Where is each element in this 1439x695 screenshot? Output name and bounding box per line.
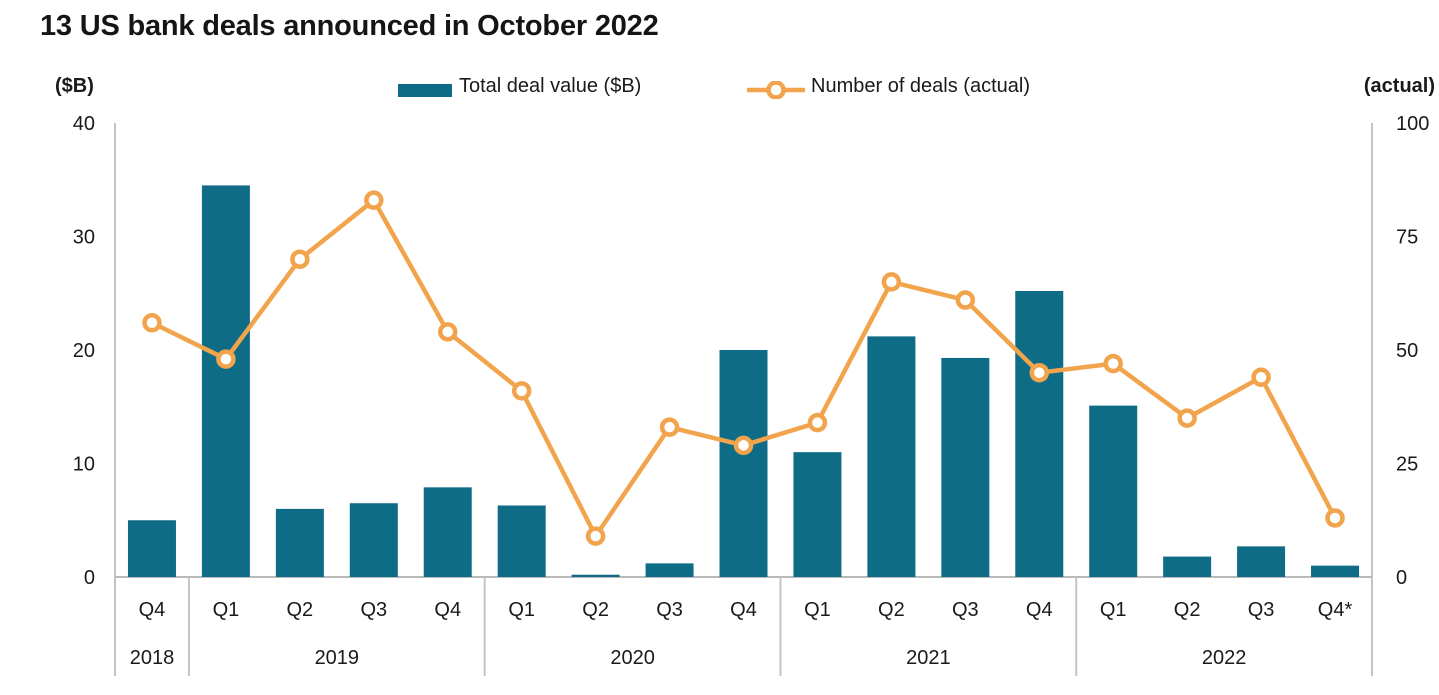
deal-value-bar (719, 350, 768, 577)
deal-value-bar (1237, 546, 1286, 577)
deals-line-point (733, 435, 754, 456)
quarter-label: Q3 (360, 599, 387, 621)
year-label: 2018 (130, 647, 175, 669)
left-axis-tick-label: 40 (73, 113, 95, 135)
legend-label-line: Number of deals (actual) (811, 75, 1030, 97)
deals-line-point (659, 417, 680, 437)
quarter-label: Q4 (139, 599, 166, 621)
right-axis-tick-label: 100 (1396, 113, 1429, 135)
left-axis-tick-label: 30 (73, 227, 95, 249)
deals-line-point (585, 526, 606, 546)
year-label: 2020 (610, 647, 655, 669)
quarter-label: Q3 (1248, 599, 1275, 621)
quarter-label: Q4* (1318, 599, 1353, 621)
deal-value-bar (793, 452, 842, 577)
right-axis-tick-label: 25 (1396, 454, 1418, 476)
quarter-label: Q1 (213, 599, 240, 621)
right-axis-unit: (actual) (1363, 75, 1435, 97)
deals-line-point (1103, 353, 1123, 374)
deals-line-point (881, 272, 902, 292)
quarter-label: Q4 (1026, 599, 1053, 621)
quarter-label: Q1 (1100, 599, 1127, 621)
year-label: 2021 (906, 647, 951, 669)
right-axis-tick-label: 75 (1396, 227, 1418, 249)
quarter-label: Q2 (878, 599, 905, 621)
deals-line-point (364, 190, 384, 210)
year-label: 2019 (315, 647, 360, 669)
quarter-label: Q1 (804, 599, 831, 621)
deals-line-point (1251, 367, 1271, 387)
deal-value-bar (349, 503, 398, 577)
year-label: 2022 (1202, 647, 1247, 669)
quarter-label: Q2 (287, 599, 314, 621)
deal-value-bar (127, 520, 176, 577)
deals-line-point (437, 322, 458, 342)
right-axis-tick-label: 50 (1396, 340, 1418, 362)
left-axis-tick-label: 20 (73, 340, 95, 362)
deals-line-point (216, 349, 236, 369)
deals-line-point (955, 290, 976, 310)
quarter-label: Q3 (656, 599, 683, 621)
deal-value-bar (201, 185, 250, 578)
quarter-label: Q4 (730, 599, 757, 621)
chart-title: 13 US bank deals announced in October 20… (40, 10, 659, 42)
left-axis-tick-label: 10 (73, 454, 95, 476)
quarter-label: Q2 (1174, 599, 1201, 621)
deal-value-bar (497, 505, 546, 577)
deal-value-bar (1089, 405, 1138, 577)
quarter-label: Q3 (952, 599, 979, 621)
deal-value-bar (1311, 565, 1360, 577)
quarter-label: Q2 (582, 599, 609, 621)
deals-line-point (807, 412, 828, 433)
deals-line-point (142, 313, 162, 333)
deal-value-bar (275, 508, 324, 577)
legend-line-marker (747, 81, 805, 99)
right-axis-tick-label: 0 (1396, 567, 1407, 589)
legend-bar-swatch (398, 84, 452, 97)
quarter-label: Q1 (508, 599, 535, 621)
legend-line-point (766, 81, 786, 99)
deal-value-bar (1163, 556, 1212, 577)
deals-line-point (290, 249, 310, 269)
deal-value-bar (941, 357, 990, 577)
deal-value-bar (645, 563, 694, 577)
deals-line-point (1325, 508, 1345, 528)
deal-value-bar (1015, 290, 1064, 577)
deals-line-point (511, 381, 532, 401)
left-axis-unit: ($B) (55, 75, 94, 97)
deals-line-point (1029, 362, 1050, 383)
deal-value-bar (423, 487, 472, 577)
deal-value-bar (867, 336, 916, 577)
left-axis-tick-label: 0 (84, 567, 95, 589)
quarter-label: Q4 (434, 599, 461, 621)
deal-value-bar (571, 574, 620, 577)
deals-line-point (1177, 408, 1197, 428)
legend-label-bars: Total deal value ($B) (459, 75, 642, 97)
